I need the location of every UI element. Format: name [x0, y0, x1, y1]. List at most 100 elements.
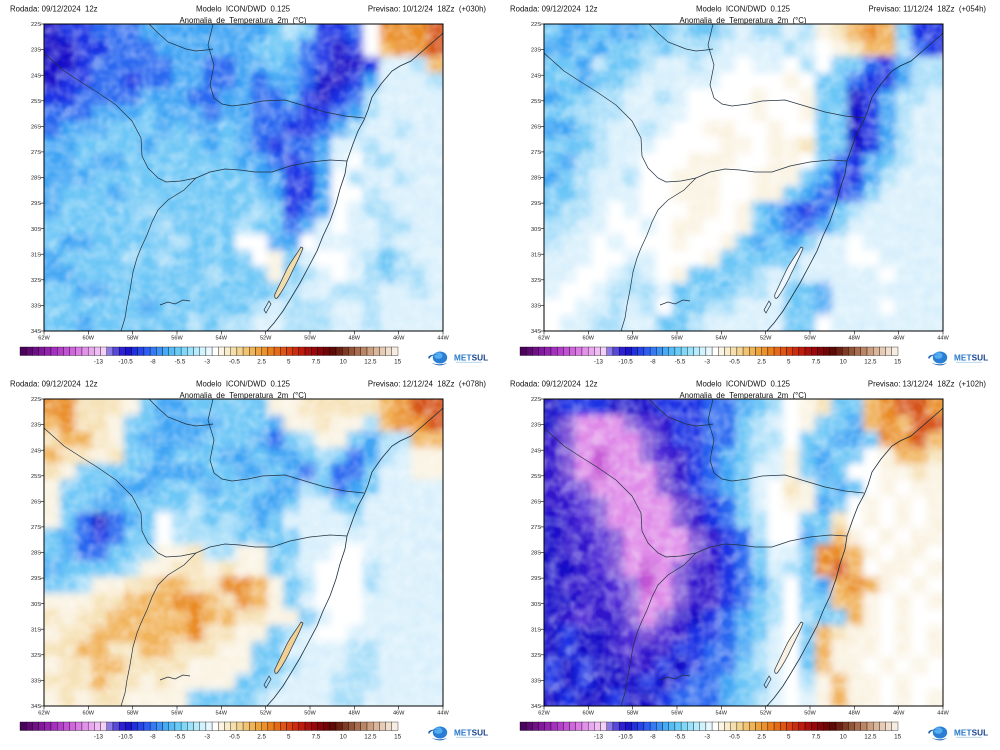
svg-text:30S: 30S — [31, 227, 41, 233]
svg-text:46W: 46W — [393, 711, 405, 717]
svg-text:22S: 22S — [531, 22, 541, 28]
svg-text:27S: 27S — [31, 525, 41, 531]
svg-text:46W: 46W — [893, 711, 905, 717]
svg-text:34S: 34S — [531, 704, 541, 710]
svg-text:34S: 34S — [531, 329, 541, 335]
svg-text:23S: 23S — [31, 48, 41, 54]
svg-text:Anomalia de Temperatura 2m: Anomalia de Temperatura 2m (°C) — [679, 391, 806, 400]
svg-text:44W: 44W — [937, 336, 949, 342]
svg-text:54W: 54W — [216, 711, 228, 717]
svg-text:46W: 46W — [893, 336, 905, 342]
svg-text:28S: 28S — [531, 176, 541, 182]
svg-text:-8: -8 — [650, 359, 656, 366]
svg-text:2.5: 2.5 — [757, 359, 766, 366]
svg-text:12.5: 12.5 — [864, 734, 877, 741]
svg-text:Rodada: 09/12/2024 12z: Rodada: 09/12/2024 12z — [10, 380, 98, 389]
svg-text:Anomalia de Temperatura 2m: Anomalia de Temperatura 2m (°C) — [679, 16, 806, 25]
svg-text:54W: 54W — [716, 711, 728, 717]
svg-text:34S: 34S — [31, 704, 41, 710]
svg-text:33S: 33S — [531, 304, 541, 310]
svg-text:-8: -8 — [150, 734, 156, 741]
svg-text:60W: 60W — [83, 711, 95, 717]
svg-text:48W: 48W — [349, 711, 361, 717]
svg-text:62W: 62W — [38, 711, 50, 717]
svg-text:62W: 62W — [538, 711, 550, 717]
svg-text:29S: 29S — [31, 201, 41, 207]
svg-text:Anomalia de Temperatura 2m: Anomalia de Temperatura 2m (°C) — [179, 16, 306, 25]
svg-text:54W: 54W — [716, 336, 728, 342]
svg-text:60W: 60W — [583, 336, 595, 342]
svg-text:28S: 28S — [31, 551, 41, 557]
svg-text:24S: 24S — [531, 448, 541, 454]
svg-text:-0.5: -0.5 — [729, 359, 740, 366]
svg-text:54W: 54W — [216, 336, 228, 342]
svg-text:5: 5 — [287, 734, 291, 741]
svg-text:METSUL: METSUL — [954, 729, 988, 738]
svg-text:-0.5: -0.5 — [229, 734, 240, 741]
svg-text:56W: 56W — [671, 336, 683, 342]
svg-text:52W: 52W — [260, 711, 272, 717]
svg-text:48W: 48W — [349, 336, 361, 342]
svg-text:58W: 58W — [627, 336, 639, 342]
svg-text:34S: 34S — [31, 329, 41, 335]
svg-text:22S: 22S — [31, 397, 41, 403]
svg-text:48W: 48W — [849, 336, 861, 342]
svg-text:Previsao: 13/12/24 18Zz (+10: Previsao: 13/12/24 18Zz (+102h) — [868, 380, 987, 389]
svg-text:15: 15 — [394, 359, 402, 366]
svg-text:2.5: 2.5 — [757, 734, 766, 741]
svg-text:26S: 26S — [531, 499, 541, 505]
svg-text:Rodada: 09/12/2024 12z: Rodada: 09/12/2024 12z — [10, 5, 98, 14]
svg-text:31S: 31S — [31, 252, 41, 258]
svg-text:33S: 33S — [531, 679, 541, 685]
svg-text:33S: 33S — [31, 679, 41, 685]
svg-text:31S: 31S — [531, 252, 541, 258]
svg-text:33S: 33S — [31, 304, 41, 310]
svg-text:5: 5 — [787, 734, 791, 741]
svg-text:METSUL: METSUL — [954, 354, 988, 363]
svg-text:2.5: 2.5 — [257, 734, 266, 741]
svg-text:-10.5: -10.5 — [618, 734, 633, 741]
svg-text:24S: 24S — [531, 73, 541, 79]
svg-text:-10.5: -10.5 — [618, 359, 633, 366]
svg-text:32S: 32S — [31, 653, 41, 659]
svg-text:Modelo ICON/DWD 0.125: Modelo ICON/DWD 0.125 — [196, 380, 291, 389]
svg-text:Rodada: 09/12/2024 12z: Rodada: 09/12/2024 12z — [510, 380, 598, 389]
svg-text:Anomalia de Temperatura 2m: Anomalia de Temperatura 2m (°C) — [179, 391, 306, 400]
svg-text:Modelo ICON/DWD 0.125: Modelo ICON/DWD 0.125 — [696, 380, 791, 389]
svg-text:28S: 28S — [31, 176, 41, 182]
svg-text:32S: 32S — [531, 653, 541, 659]
svg-text:44W: 44W — [937, 711, 949, 717]
svg-text:10: 10 — [340, 734, 348, 741]
svg-text:Previsao: 10/12/24 18Zz (+03: Previsao: 10/12/24 18Zz (+030h) — [368, 5, 487, 14]
svg-text:Modelo ICON/DWD 0.125: Modelo ICON/DWD 0.125 — [696, 5, 791, 14]
svg-text:5: 5 — [287, 359, 291, 366]
svg-text:26S: 26S — [31, 124, 41, 130]
svg-text:23S: 23S — [531, 48, 541, 54]
svg-text:30S: 30S — [31, 602, 41, 608]
svg-text:56W: 56W — [171, 336, 183, 342]
svg-text:Previsao: 11/12/24 18Zz (+05: Previsao: 11/12/24 18Zz (+054h) — [868, 5, 986, 14]
svg-text:60W: 60W — [583, 711, 595, 717]
svg-text:-10.5: -10.5 — [118, 359, 133, 366]
svg-text:15: 15 — [394, 734, 402, 741]
svg-text:32S: 32S — [531, 278, 541, 284]
svg-text:-5.5: -5.5 — [175, 734, 186, 741]
svg-text:29S: 29S — [31, 576, 41, 582]
svg-text:-5.5: -5.5 — [675, 359, 686, 366]
svg-text:29S: 29S — [531, 576, 541, 582]
svg-text:27S: 27S — [531, 150, 541, 156]
svg-text:-3: -3 — [204, 359, 210, 366]
svg-text:10: 10 — [840, 359, 848, 366]
svg-text:30S: 30S — [531, 602, 541, 608]
svg-text:44W: 44W — [437, 711, 449, 717]
svg-text:-3: -3 — [204, 734, 210, 741]
svg-text:-13: -13 — [94, 734, 104, 741]
svg-text:METSUL: METSUL — [454, 729, 488, 738]
svg-text:24S: 24S — [31, 448, 41, 454]
svg-text:-5.5: -5.5 — [175, 359, 186, 366]
svg-text:60W: 60W — [83, 336, 95, 342]
svg-text:50W: 50W — [304, 336, 316, 342]
svg-text:29S: 29S — [531, 201, 541, 207]
svg-text:58W: 58W — [127, 336, 139, 342]
svg-text:-3: -3 — [704, 359, 710, 366]
